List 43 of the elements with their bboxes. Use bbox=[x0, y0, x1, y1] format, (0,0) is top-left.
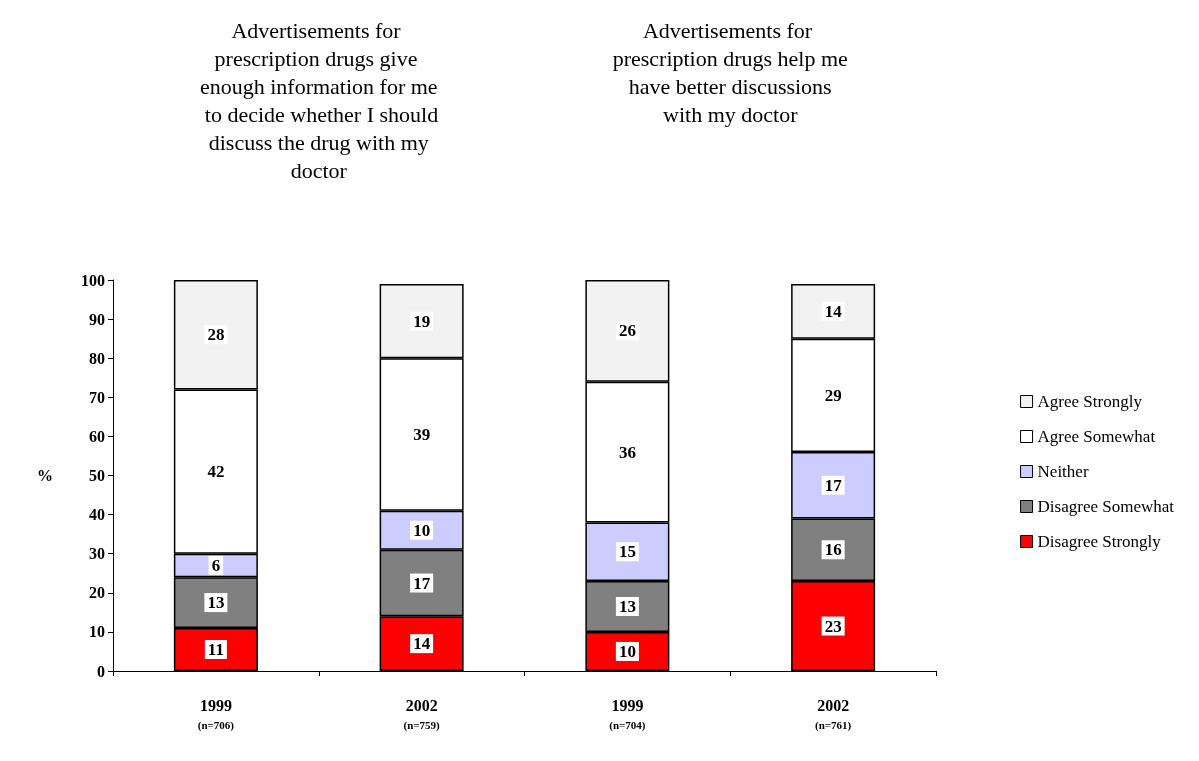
y-tick-label: 10 bbox=[89, 623, 105, 641]
x-tick-label: 1999 (n=704) bbox=[609, 696, 646, 732]
data-label: 10 bbox=[618, 641, 636, 661]
y-tick-label: 20 bbox=[89, 584, 105, 602]
data-label: 13 bbox=[207, 593, 225, 613]
y-tick-label: 100 bbox=[81, 271, 105, 289]
legend-label: Neither bbox=[1037, 462, 1089, 481]
data-label: 15 bbox=[618, 542, 636, 562]
data-label: 29 bbox=[824, 385, 842, 405]
data-label: 14 bbox=[824, 301, 843, 321]
data-label: 11 bbox=[207, 639, 224, 659]
legend-label: Agree Strongly bbox=[1037, 392, 1143, 411]
data-label: 17 bbox=[413, 573, 431, 593]
y-tick-label: 90 bbox=[89, 310, 105, 328]
y-tick-label: 40 bbox=[89, 506, 105, 524]
y-tick-label: 30 bbox=[89, 545, 105, 563]
data-label: 16 bbox=[824, 540, 842, 560]
text: Advertisements for prescription drugs give enough information for me to decide whether I should discuss the drug with my doctor bbox=[199, 17, 439, 183]
data-label: 36 bbox=[618, 442, 636, 462]
data-label: 19 bbox=[413, 311, 431, 331]
data-label: 39 bbox=[413, 424, 431, 444]
data-label: 26 bbox=[618, 321, 636, 341]
y-tick-label: 50 bbox=[89, 467, 105, 484]
legend-label: Disagree Somewhat bbox=[1037, 497, 1175, 516]
y-axis-title: % bbox=[37, 467, 53, 484]
data-label: 42 bbox=[207, 462, 225, 482]
y-tick-label: 80 bbox=[89, 349, 105, 367]
data-label: 13 bbox=[618, 596, 636, 616]
y-tick-label: 70 bbox=[89, 388, 105, 406]
y-tick-label: 0 bbox=[97, 662, 105, 680]
data-label: 6 bbox=[211, 555, 221, 575]
x-tick-label: 2002 (n=759) bbox=[403, 696, 441, 732]
x-tick-label: 1999 (n=706) bbox=[197, 696, 235, 732]
legend-label: Agree Somewhat bbox=[1037, 427, 1156, 446]
x-tick-label: 2002 (n=761) bbox=[815, 696, 852, 732]
data-label: 28 bbox=[207, 325, 225, 345]
data-label: 10 bbox=[413, 520, 431, 540]
legend-label: Disagree Strongly bbox=[1037, 532, 1162, 551]
data-label: 17 bbox=[824, 475, 843, 495]
y-tick-label: 60 bbox=[89, 427, 105, 445]
data-label: 14 bbox=[413, 634, 431, 654]
text: Advertisements for prescription drugs help me have better discussions with my doctor bbox=[612, 17, 848, 127]
data-label: 23 bbox=[824, 616, 842, 636]
